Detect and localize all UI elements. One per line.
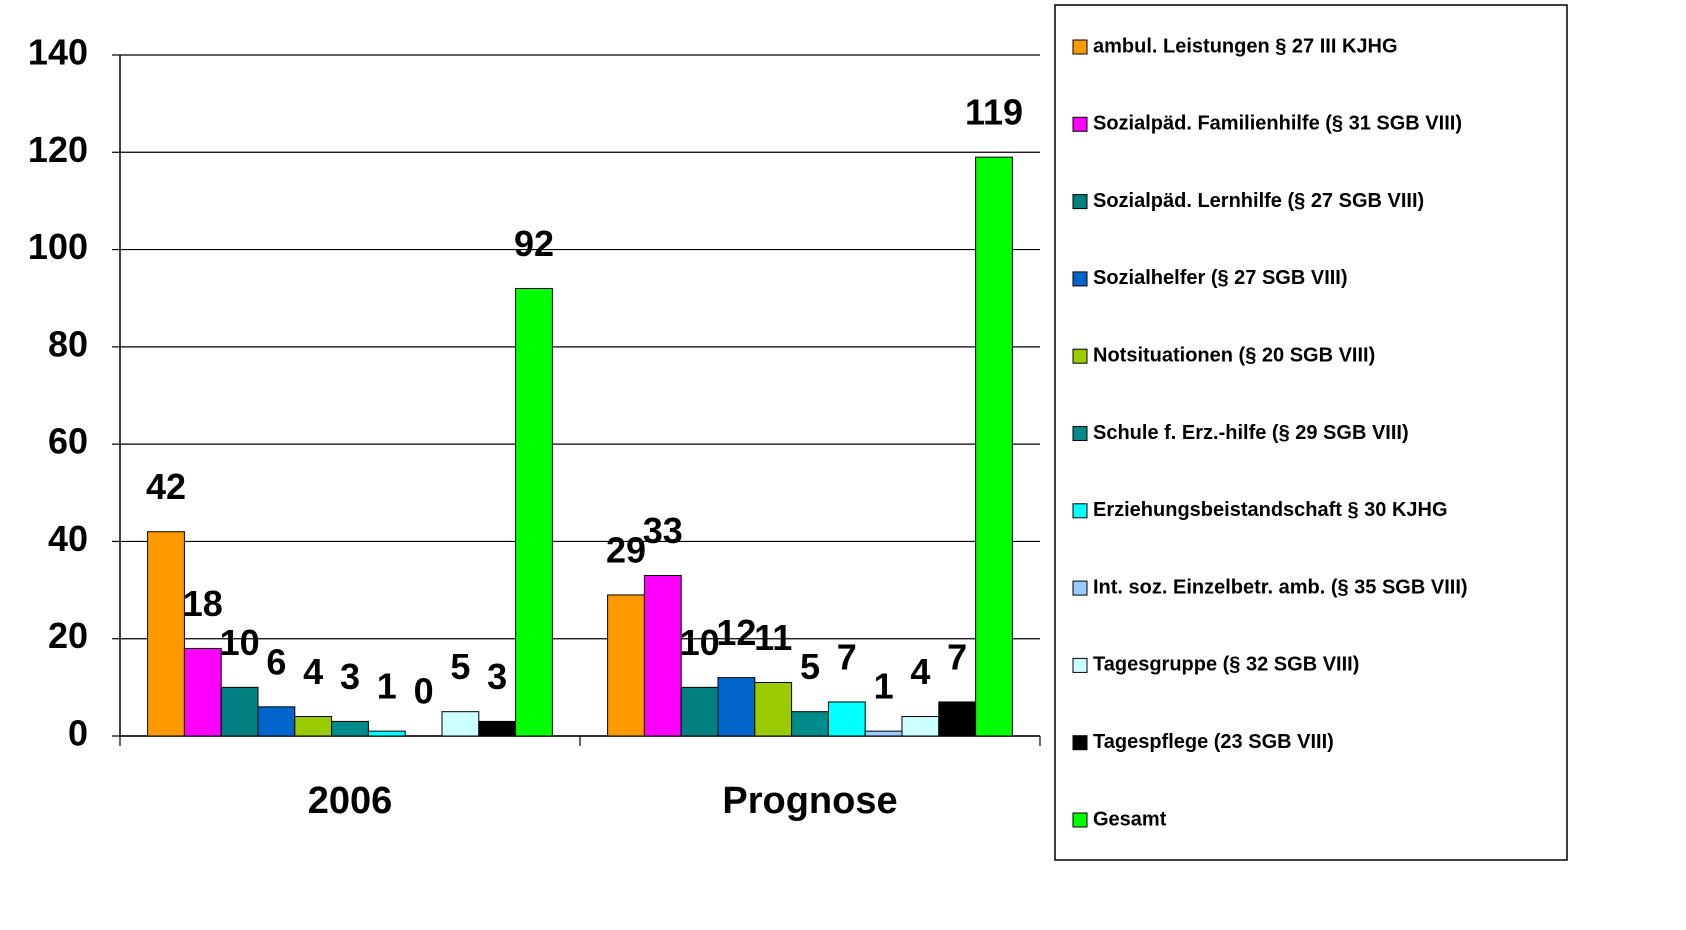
legend-swatch <box>1072 735 1088 751</box>
legend-swatch <box>1072 426 1088 441</box>
legend-swatch <box>1072 812 1088 828</box>
legend-label: Notsituationen (§ 20 SGB VIII) <box>1093 344 1375 366</box>
value-label: 10 <box>220 622 260 663</box>
x-tick-label: Prognose <box>722 780 897 822</box>
legend-swatch <box>1072 657 1088 673</box>
bar <box>147 531 185 737</box>
legend-label: Sozialpäd. Lernhilfe (§ 27 SGB VIII) <box>1093 190 1424 212</box>
value-label: 119 <box>965 92 1023 133</box>
legend-label: Sozialhelfer (§ 27 SGB VIII) <box>1093 267 1348 289</box>
bar <box>938 701 977 737</box>
value-label: 92 <box>514 223 554 264</box>
legend-label: Erziehungsbeistandschaft § 30 KJHG <box>1093 499 1448 521</box>
legend-swatch <box>1072 271 1088 287</box>
bar <box>864 730 903 737</box>
bar <box>607 594 645 737</box>
bar <box>975 156 1013 737</box>
y-tick-label: 40 <box>48 518 88 559</box>
value-label: 10 <box>680 622 720 663</box>
value-label: 33 <box>643 510 683 551</box>
value-label: 1 <box>874 666 894 707</box>
legend-swatch <box>1072 194 1088 210</box>
value-label: 3 <box>487 656 507 697</box>
bar <box>478 720 517 737</box>
y-tick-label: 100 <box>28 226 88 267</box>
bar <box>294 716 333 737</box>
value-label: 4 <box>303 651 323 692</box>
legend-swatch <box>1072 580 1088 596</box>
value-label: 18 <box>183 583 223 624</box>
bar <box>331 720 369 737</box>
x-tick-label: 2006 <box>308 780 393 822</box>
bar <box>754 681 793 737</box>
legend-label: Gesamt <box>1093 808 1167 830</box>
legend-swatch <box>1072 503 1088 519</box>
y-tick-label: 20 <box>48 615 88 656</box>
legend-label: Tagespflege (23 SGB VIII) <box>1093 731 1334 753</box>
value-label: 5 <box>450 646 470 687</box>
legend-label: Schule f. Erz.-hilfe (§ 29 SGB VIII) <box>1093 422 1409 444</box>
bar <box>257 706 296 737</box>
bar <box>680 686 719 737</box>
bar <box>717 677 756 737</box>
legend-box <box>1054 4 1568 861</box>
bar <box>515 287 553 737</box>
value-label: 3 <box>340 656 360 697</box>
legend-swatch <box>1072 116 1088 132</box>
bar <box>220 686 259 737</box>
legend-label: Sozialpäd. Familienhilfe (§ 31 SGB VIII) <box>1093 113 1462 135</box>
bar <box>367 730 406 737</box>
value-label: 29 <box>606 529 646 570</box>
value-label: 7 <box>947 636 967 677</box>
value-label: 5 <box>800 646 820 687</box>
legend-label: Tagesgruppe (§ 32 SGB VIII) <box>1093 654 1359 676</box>
bar <box>827 701 866 737</box>
bar <box>901 716 940 737</box>
bar <box>791 711 829 737</box>
value-label: 4 <box>910 651 930 692</box>
bar <box>183 647 222 737</box>
y-tick-label: 60 <box>48 421 88 462</box>
value-label: 7 <box>837 636 857 677</box>
bar <box>441 711 480 737</box>
y-tick-label: 120 <box>28 129 88 170</box>
legend-swatch <box>1072 348 1088 364</box>
value-label: 6 <box>266 641 286 682</box>
y-tick-label: 80 <box>48 323 88 364</box>
value-label: 1 <box>377 666 397 707</box>
legend-label: Int. soz. Einzelbetr. amb. (§ 35 SGB VII… <box>1093 576 1468 598</box>
y-tick-label: 0 <box>68 713 88 754</box>
value-label: 12 <box>716 612 756 653</box>
y-tick-label: 140 <box>28 32 88 73</box>
value-label: 11 <box>754 617 792 658</box>
bar <box>643 574 682 737</box>
value-label: 0 <box>414 671 434 712</box>
legend-swatch <box>1072 39 1088 55</box>
value-label: 42 <box>146 466 186 507</box>
legend-label: ambul. Leistungen § 27 III KJHG <box>1093 35 1398 57</box>
